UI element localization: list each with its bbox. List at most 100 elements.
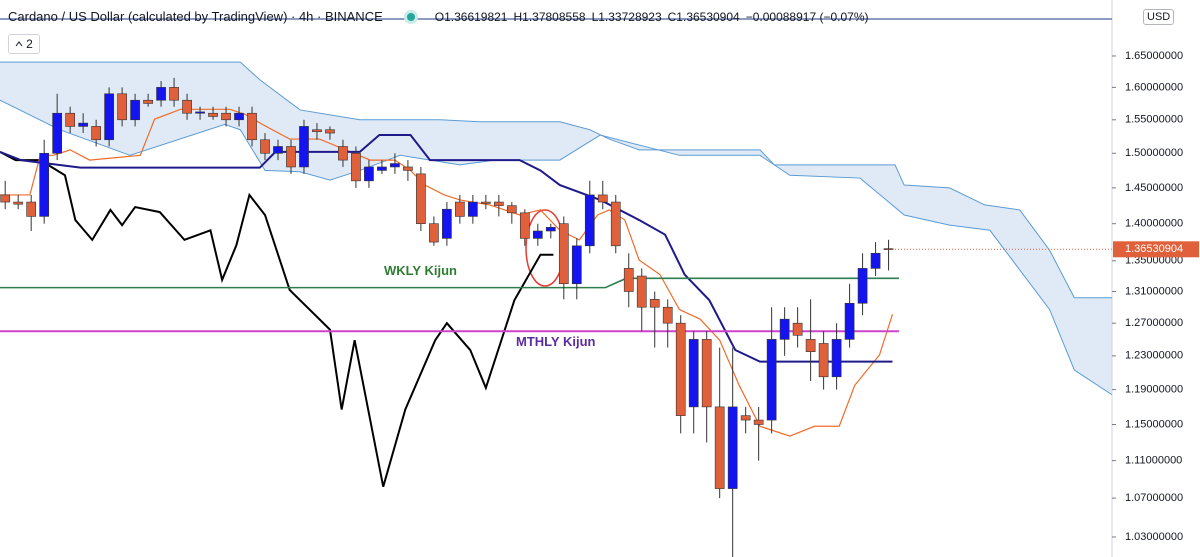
- candle-body: [468, 201, 478, 217]
- candle-body: [493, 201, 504, 206]
- candle-body: [623, 268, 634, 292]
- candle-body: [714, 406, 725, 489]
- candle-body: [481, 201, 491, 204]
- candle-body: [571, 245, 582, 285]
- y-tick-label: 1.03000000: [1125, 531, 1183, 543]
- candle-body: [506, 205, 517, 214]
- candle-body: [39, 152, 50, 217]
- candle-body: [0, 194, 11, 203]
- candle-body: [883, 248, 894, 250]
- symbol-title: Cardano / US Dollar (calculated by Tradi…: [8, 9, 383, 24]
- candle-body: [403, 166, 413, 171]
- candle-body: [377, 166, 387, 171]
- candle-body: [130, 99, 140, 121]
- y-tick-label: 1.60000000: [1125, 81, 1183, 93]
- candle-body: [26, 201, 37, 217]
- candle-body: [286, 146, 296, 168]
- candle-body: [273, 146, 283, 154]
- ohlc-high: H1.37808558: [513, 9, 586, 24]
- indicator-count: 2: [26, 37, 33, 51]
- candle-body: [740, 415, 751, 421]
- candle-body: [78, 122, 88, 127]
- y-tick-label: 1.40000000: [1125, 218, 1183, 230]
- candle-body: [545, 227, 556, 232]
- ohlc-close: C1.36530904: [667, 9, 740, 24]
- candle-body: [156, 87, 166, 101]
- y-tick-label: 1.07000000: [1125, 492, 1183, 504]
- candle-body: [857, 268, 868, 304]
- candle-body: [91, 126, 101, 141]
- chevron: [15, 41, 23, 47]
- y-tick-label: 1.65000000: [1125, 50, 1183, 62]
- header: Cardano / US Dollar (calculated by Tradi…: [8, 9, 868, 24]
- candle-body: [818, 343, 829, 378]
- candle-body: [195, 111, 205, 114]
- ohlc-change: −0.00088917 (−0.07%): [745, 9, 869, 24]
- candle-body: [390, 163, 400, 168]
- candle-body: [610, 201, 621, 247]
- y-tick-label: 1.31000000: [1125, 285, 1183, 297]
- candle-body: [455, 201, 465, 217]
- last-price-label: 1.36530904: [1125, 243, 1183, 255]
- candle-body: [636, 275, 647, 308]
- candle-body: [805, 339, 816, 352]
- candle-body: [688, 339, 699, 408]
- status-dot: [406, 12, 415, 21]
- candle-body: [117, 93, 127, 121]
- candle-body: [442, 208, 452, 239]
- candle-body: [831, 339, 842, 378]
- candle-body: [649, 299, 660, 308]
- candle-body: [753, 419, 764, 425]
- candle-body: [597, 194, 608, 203]
- y-tick-label: 1.11000000: [1125, 455, 1182, 467]
- cloud-line: [0, 61, 1112, 299]
- y-tick-label: 1.35000000: [1125, 255, 1183, 267]
- candle-body: [182, 99, 192, 114]
- y-tick-label: 1.27000000: [1125, 317, 1183, 329]
- candle-body: [779, 318, 790, 340]
- candle-body: [844, 302, 855, 340]
- last-price-box: [1113, 241, 1199, 258]
- candle-body: [247, 112, 257, 141]
- annotation: WKLY Kijun: [384, 263, 457, 278]
- candle-body: [208, 112, 218, 117]
- candle-body: [675, 322, 686, 416]
- candle-body: [312, 129, 322, 133]
- indicator-line: [0, 277, 899, 289]
- y-tick-label: 1.15000000: [1125, 418, 1183, 430]
- candle-body: [143, 99, 153, 104]
- candle-body: [416, 173, 426, 224]
- candle-body: [299, 126, 309, 168]
- candle-body: [558, 223, 569, 285]
- currency-button[interactable]: USD: [1143, 9, 1175, 25]
- candle-body: [221, 112, 231, 121]
- candle-body: [532, 230, 543, 239]
- candle-body: [234, 112, 244, 121]
- candle-body: [584, 194, 595, 247]
- indicator-toggle[interactable]: 2: [8, 34, 40, 54]
- highlight-circle: [525, 209, 565, 287]
- candle-body: [325, 129, 335, 134]
- candle-body: [52, 112, 63, 154]
- candle-body: [792, 322, 803, 336]
- candle-body: [662, 306, 673, 324]
- annotation: MTHLY Kijun: [516, 334, 596, 349]
- y-tick-label: 1.19000000: [1125, 383, 1183, 395]
- candle-body: [169, 87, 179, 101]
- y-tick-label: 1.45000000: [1125, 182, 1183, 194]
- candle-body: [519, 212, 530, 239]
- ohlc-open: O1.36619821: [434, 9, 508, 24]
- candle-body: [260, 139, 270, 154]
- candle-body: [701, 339, 712, 408]
- candle-body: [766, 339, 777, 421]
- candle-body: [65, 112, 75, 127]
- candle-body: [13, 201, 24, 205]
- indicator-line: [0, 134, 893, 363]
- candle-body: [727, 406, 738, 489]
- candle-body: [338, 146, 348, 161]
- y-tick-label: 1.23000000: [1125, 350, 1183, 362]
- cloud-line: [0, 99, 1113, 396]
- candle-body: [429, 223, 439, 243]
